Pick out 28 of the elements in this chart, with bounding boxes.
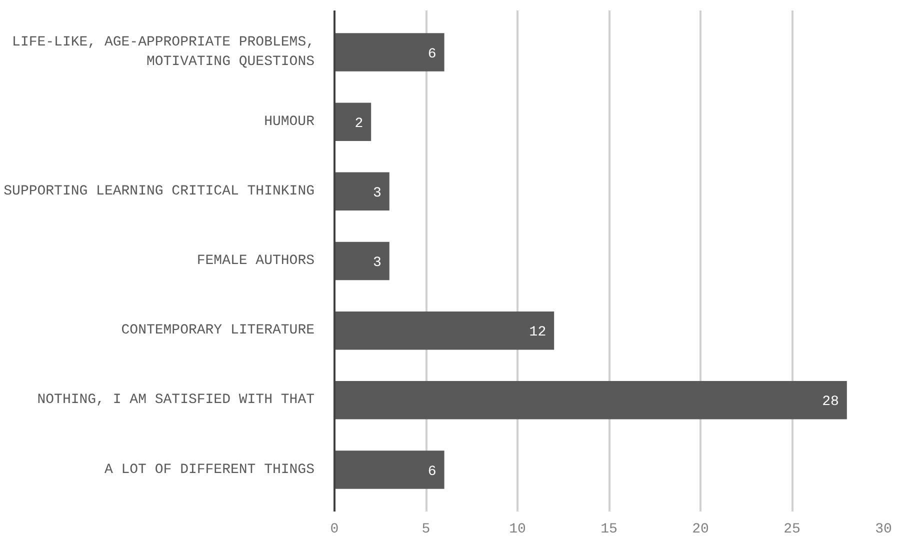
- data-label: 3: [373, 185, 382, 202]
- y-tick-label: LIFE-LIKE, AGE-APPROPRIATE PROBLEMS, MOTIVATING QUESTIONS: [12, 34, 315, 70]
- y-tick-label: SUPPORTING LEARNING CRITICAL THINKING: [4, 183, 315, 200]
- x-tick-label: 5: [422, 522, 430, 538]
- x-tick-label: 0: [330, 522, 339, 538]
- bar: [334, 172, 390, 211]
- x-tick-label: 25: [784, 522, 800, 538]
- y-tick-label: CONTEMPORARY LITERATURE: [121, 322, 315, 339]
- y-tick-label: A LOT OF DIFFERENT THINGS: [104, 462, 315, 478]
- bar: [334, 33, 444, 72]
- x-tick-label: 10: [509, 522, 526, 538]
- bar: [334, 242, 390, 280]
- data-label: 6: [428, 46, 436, 62]
- data-label: 2: [354, 116, 364, 132]
- data-label: 28: [822, 394, 839, 410]
- data-label: 6: [428, 464, 436, 480]
- y-tick-label: FEMALE AUTHORS: [196, 253, 315, 269]
- bar: [334, 311, 554, 350]
- x-tick-label: 15: [600, 522, 618, 538]
- bar: [334, 102, 372, 141]
- y-tick-label: NOTHING, I AM SATISFIED WITH THAT: [37, 392, 315, 408]
- x-tick-label: 20: [692, 522, 709, 538]
- data-label: 12: [529, 324, 546, 341]
- bar: [334, 381, 847, 420]
- y-tick-label: HUMOUR: [264, 114, 316, 130]
- bar: [334, 450, 444, 489]
- data-label: 3: [373, 255, 382, 271]
- x-tick-label: 30: [875, 522, 892, 538]
